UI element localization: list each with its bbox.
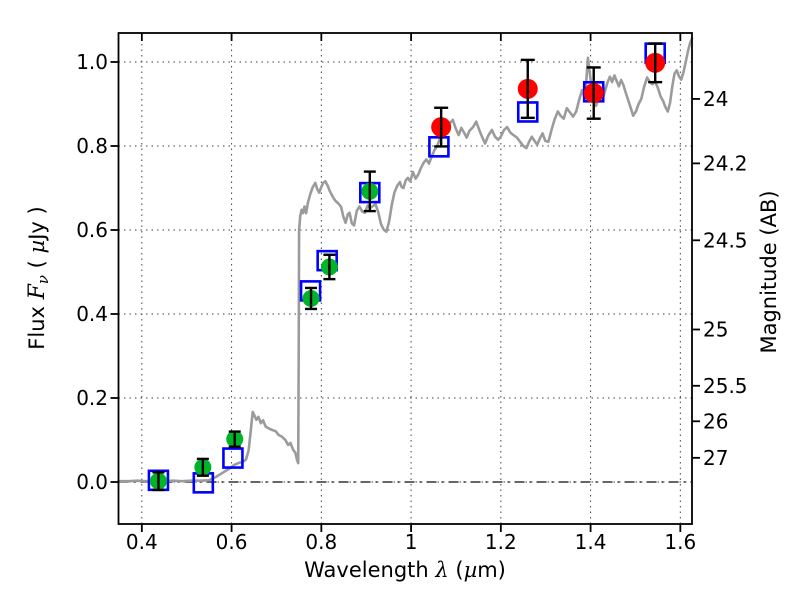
y-axis-label-right: Magnitude (AB) <box>757 190 781 353</box>
model-photometry-square <box>428 136 450 158</box>
mag-tick-label: 24.5 <box>703 228 748 252</box>
x-axis-label: Wavelength λ (µm) <box>304 558 506 582</box>
flux-tick-label: 0.2 <box>76 386 108 410</box>
flux-tick-label: 0.8 <box>76 134 108 158</box>
flux-tick-label: 1.0 <box>76 50 108 74</box>
mag-tick-label: 24 <box>703 87 728 111</box>
model-spectrum-line <box>117 37 694 483</box>
x-tick-label: 1.2 <box>485 530 517 554</box>
x-tick-label: 0.6 <box>216 530 248 554</box>
x-tick-label: 0.4 <box>126 530 158 554</box>
flux-tick-label: 0.6 <box>76 218 108 242</box>
mag-tick-label: 25 <box>703 317 728 341</box>
x-tick-label: 1.4 <box>575 530 607 554</box>
mag-tick-label: 26 <box>703 409 728 433</box>
tick-label-layer: 0.4 0.6 0.8 1 1.2 1.4 1.6 0.0 0.2 0.4 0.6 0.8 1.0 24 2… <box>76 50 747 554</box>
y-axis-label-left: Flux Fν ( µJy ) <box>25 206 52 349</box>
x-tick-label: 1.6 <box>664 530 696 554</box>
plot-border <box>117 32 693 525</box>
x-tick-label: 1 <box>405 530 418 554</box>
axes-layer <box>110 32 700 532</box>
mag-tick-label: 25.5 <box>703 374 748 398</box>
model-photometry-square <box>222 447 244 469</box>
mag-tick-label: 24.2 <box>703 151 748 175</box>
mag-tick-label: 27 <box>703 446 728 470</box>
x-tick-label: 0.8 <box>305 530 337 554</box>
flux-tick-label: 0.0 <box>76 470 108 494</box>
data-layer <box>117 37 694 494</box>
grid-layer <box>118 33 692 524</box>
flux-tick-label: 0.4 <box>76 302 108 326</box>
